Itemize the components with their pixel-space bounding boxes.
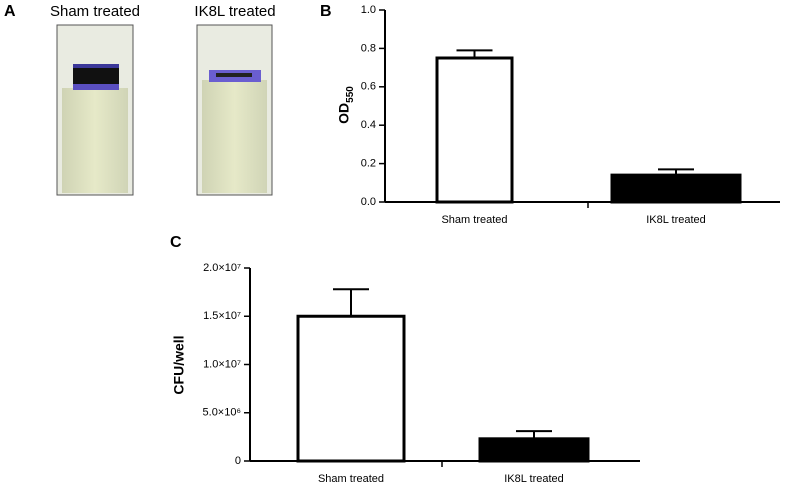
y-tick-label: 0 bbox=[235, 455, 241, 467]
bar bbox=[296, 314, 406, 463]
y-tick-label: 0.8 bbox=[361, 42, 376, 54]
x-tick-label: Sham treated bbox=[441, 214, 507, 226]
tube-label: IK8L treated bbox=[194, 3, 275, 20]
y-axis-title: OD550 bbox=[336, 86, 356, 124]
y-tick-label: 2.0×10⁷ bbox=[203, 262, 241, 274]
bar bbox=[435, 56, 514, 204]
y-tick-label: 1.0×10⁷ bbox=[203, 358, 241, 370]
y-tick-label: 0.4 bbox=[361, 119, 376, 131]
x-tick-label: Sham treated bbox=[318, 473, 384, 484]
y-tick-label: 0.0 bbox=[361, 196, 376, 208]
panel-letter: B bbox=[320, 3, 332, 20]
tube-photo bbox=[196, 24, 273, 196]
bar bbox=[610, 173, 742, 204]
y-tick-label: 1.0 bbox=[361, 4, 376, 16]
tube-label: Sham treated bbox=[50, 3, 140, 20]
x-tick-label: IK8L treated bbox=[504, 473, 564, 484]
panel-letter: A bbox=[4, 3, 16, 20]
x-tick-label: IK8L treated bbox=[646, 214, 706, 226]
bar bbox=[478, 437, 590, 463]
panel-letter: C bbox=[170, 234, 182, 251]
y-tick-label: 0.6 bbox=[361, 81, 376, 93]
y-tick-label: 5.0×10⁶ bbox=[203, 407, 241, 419]
y-axis-title: CFU/well bbox=[171, 335, 187, 394]
y-tick-label: 1.5×10⁷ bbox=[203, 310, 241, 322]
y-tick-label: 0.2 bbox=[361, 158, 376, 170]
y-axis-title-subscript: 550 bbox=[345, 86, 356, 103]
tube-photo bbox=[56, 24, 134, 196]
